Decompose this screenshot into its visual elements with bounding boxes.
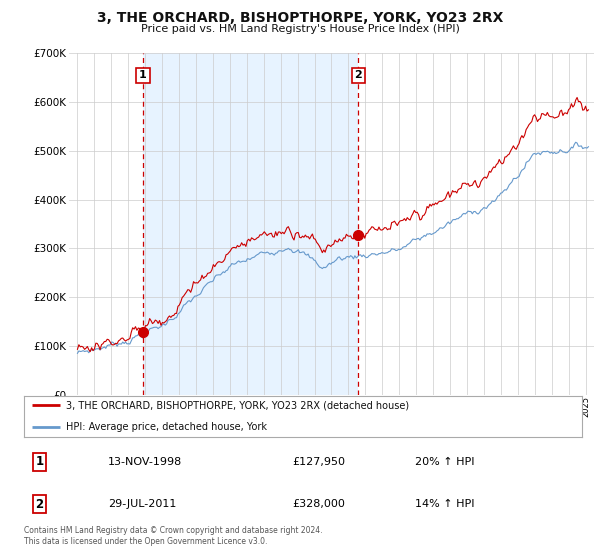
Text: HPI: Average price, detached house, York: HPI: Average price, detached house, York <box>66 422 267 432</box>
Text: £328,000: £328,000 <box>292 499 345 509</box>
Text: 1: 1 <box>139 71 147 81</box>
Text: 3, THE ORCHARD, BISHOPTHORPE, YORK, YO23 2RX (detached house): 3, THE ORCHARD, BISHOPTHORPE, YORK, YO23… <box>66 400 409 410</box>
Text: 14% ↑ HPI: 14% ↑ HPI <box>415 499 474 509</box>
Text: Contains HM Land Registry data © Crown copyright and database right 2024.
This d: Contains HM Land Registry data © Crown c… <box>24 526 323 546</box>
Text: 3, THE ORCHARD, BISHOPTHORPE, YORK, YO23 2RX: 3, THE ORCHARD, BISHOPTHORPE, YORK, YO23… <box>97 11 503 25</box>
Text: 2: 2 <box>355 71 362 81</box>
Text: 1: 1 <box>35 455 44 468</box>
Text: 29-JUL-2011: 29-JUL-2011 <box>108 499 176 509</box>
Text: 2: 2 <box>35 497 44 511</box>
Text: Price paid vs. HM Land Registry's House Price Index (HPI): Price paid vs. HM Land Registry's House … <box>140 24 460 34</box>
Text: £127,950: £127,950 <box>292 457 345 466</box>
Bar <box>143 53 358 395</box>
Text: 20% ↑ HPI: 20% ↑ HPI <box>415 457 474 466</box>
Text: 13-NOV-1998: 13-NOV-1998 <box>108 457 182 466</box>
